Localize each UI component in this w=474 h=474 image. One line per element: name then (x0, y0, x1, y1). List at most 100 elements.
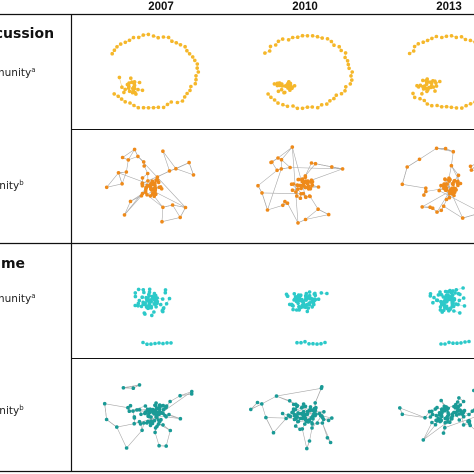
network-node (449, 163, 454, 168)
network-node (170, 39, 174, 43)
network-node (154, 305, 158, 309)
network-node (153, 188, 158, 192)
network-node (310, 426, 314, 430)
network-node (461, 423, 466, 427)
network-node (319, 103, 324, 107)
network-node (443, 177, 448, 182)
network-panel-r3-c1 (249, 385, 334, 451)
network-node (142, 164, 146, 168)
network-node (435, 210, 439, 214)
network-node (292, 292, 297, 296)
network-node (183, 205, 188, 210)
network-edges (402, 148, 474, 219)
network-node (131, 35, 136, 40)
network-edge (423, 424, 436, 441)
network-node (161, 407, 166, 412)
network-node (420, 92, 424, 96)
network-node (123, 100, 127, 104)
network-node (313, 297, 318, 302)
network-node (151, 105, 156, 110)
network-edge (277, 146, 293, 159)
network-node (411, 91, 415, 96)
network-node (452, 410, 457, 415)
network-node (307, 342, 311, 346)
network-edge (126, 159, 129, 173)
network-node (459, 35, 464, 39)
network-node (432, 295, 436, 300)
network-edge (423, 422, 433, 441)
network-node (163, 288, 168, 292)
network-node (303, 339, 307, 344)
network-node (424, 186, 428, 190)
network-node (168, 428, 173, 433)
network-node (295, 183, 300, 187)
row-label-text: community (0, 67, 31, 79)
network-node (288, 165, 292, 170)
network-node (422, 193, 426, 197)
network-node (441, 204, 446, 208)
network-node (300, 106, 305, 111)
row-label-superscript: a (31, 66, 35, 74)
network-node (153, 430, 157, 435)
network-node (120, 155, 125, 160)
network-node (296, 177, 301, 182)
network-edge (172, 204, 186, 208)
network-node (295, 194, 299, 198)
network-edge (439, 190, 474, 210)
network-node (349, 74, 353, 78)
network-nodes (407, 34, 474, 110)
network-node (165, 102, 170, 107)
network-node (300, 179, 305, 184)
network-node (291, 307, 295, 312)
network-node (196, 70, 201, 74)
network-node (178, 43, 183, 47)
row-label-game-b: communityb (0, 404, 24, 417)
network-node (310, 408, 314, 412)
network-edge (302, 428, 308, 449)
network-node (425, 77, 430, 81)
network-node (301, 402, 306, 406)
network-edge (161, 207, 164, 222)
network-node (451, 289, 455, 293)
network-node (285, 201, 290, 205)
network-node (126, 158, 131, 162)
network-node (249, 407, 253, 412)
network-node (306, 306, 311, 310)
network-edge (276, 388, 322, 397)
network-edge (311, 168, 343, 181)
network-edge (419, 148, 437, 160)
network-node (443, 342, 447, 346)
network-node (440, 35, 444, 40)
network-node (305, 309, 310, 314)
network-node (298, 427, 302, 432)
network-edge (124, 187, 147, 216)
network-node (269, 95, 273, 100)
network-node (135, 408, 139, 412)
network-node (143, 411, 148, 416)
network-node (280, 37, 285, 41)
network-node (467, 412, 471, 417)
network-node (155, 413, 160, 417)
network-node (318, 413, 323, 418)
network-node (145, 305, 149, 310)
network-edge (142, 162, 190, 184)
network-node (467, 339, 471, 344)
network-node (275, 168, 279, 173)
network-node (424, 82, 429, 87)
network-node (430, 420, 434, 425)
network-edge (154, 191, 186, 208)
network-node (141, 160, 146, 164)
network-edge (123, 384, 140, 389)
network-edge (273, 418, 287, 433)
network-edge (128, 149, 135, 161)
network-node (266, 92, 270, 96)
network-node (133, 294, 138, 299)
network-node (412, 95, 417, 100)
network-node (112, 92, 116, 96)
network-node (152, 302, 157, 306)
network-node (299, 305, 303, 310)
network-node (400, 182, 405, 187)
network-node (161, 423, 165, 427)
row-label-discussion-a: communitya (0, 66, 36, 79)
network-node (157, 341, 161, 345)
